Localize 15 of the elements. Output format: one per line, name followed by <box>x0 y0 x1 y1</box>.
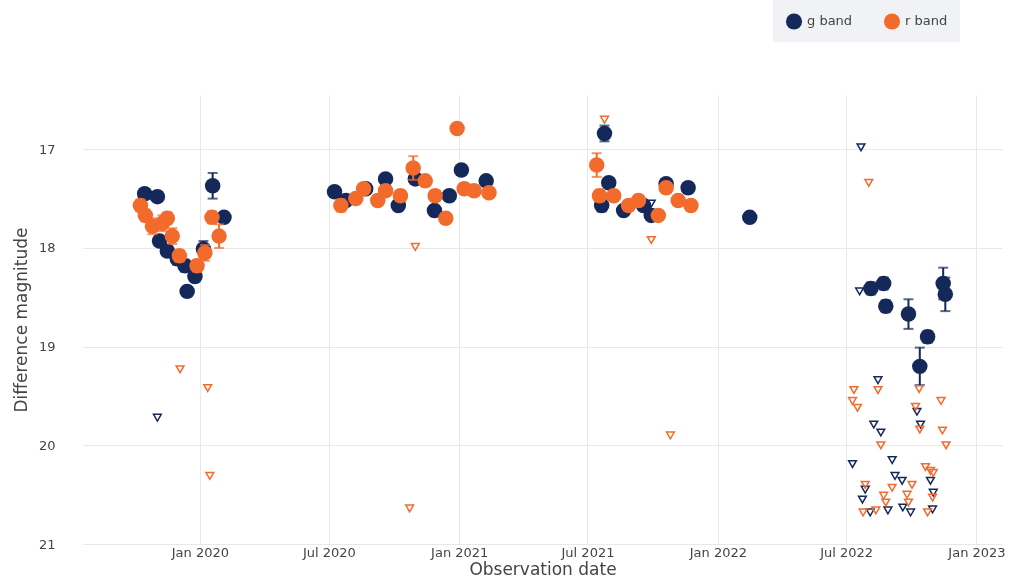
x-tick-label: Jan 2021 <box>430 544 489 560</box>
x-tick-label: Jul 2021 <box>560 544 615 560</box>
x-tick-label: Jan 2023 <box>947 544 1006 560</box>
x-tick-label: Jan 2022 <box>688 544 747 560</box>
y-tick-label: 19 <box>38 339 56 355</box>
y-tick-label: 18 <box>38 240 56 256</box>
y-tick-label: 17 <box>38 141 56 157</box>
y-tick-label: 20 <box>38 437 56 453</box>
x-tick-label: Jul 2020 <box>301 544 356 560</box>
legend-label: g band <box>807 13 853 29</box>
y-axis-title: Difference magnitude <box>10 227 31 413</box>
y-tick-label: 21 <box>38 536 56 552</box>
legend-label: r band <box>905 13 948 29</box>
x-tick-label: Jul 2022 <box>819 544 874 560</box>
x-tick-label: Jan 2020 <box>170 544 230 560</box>
